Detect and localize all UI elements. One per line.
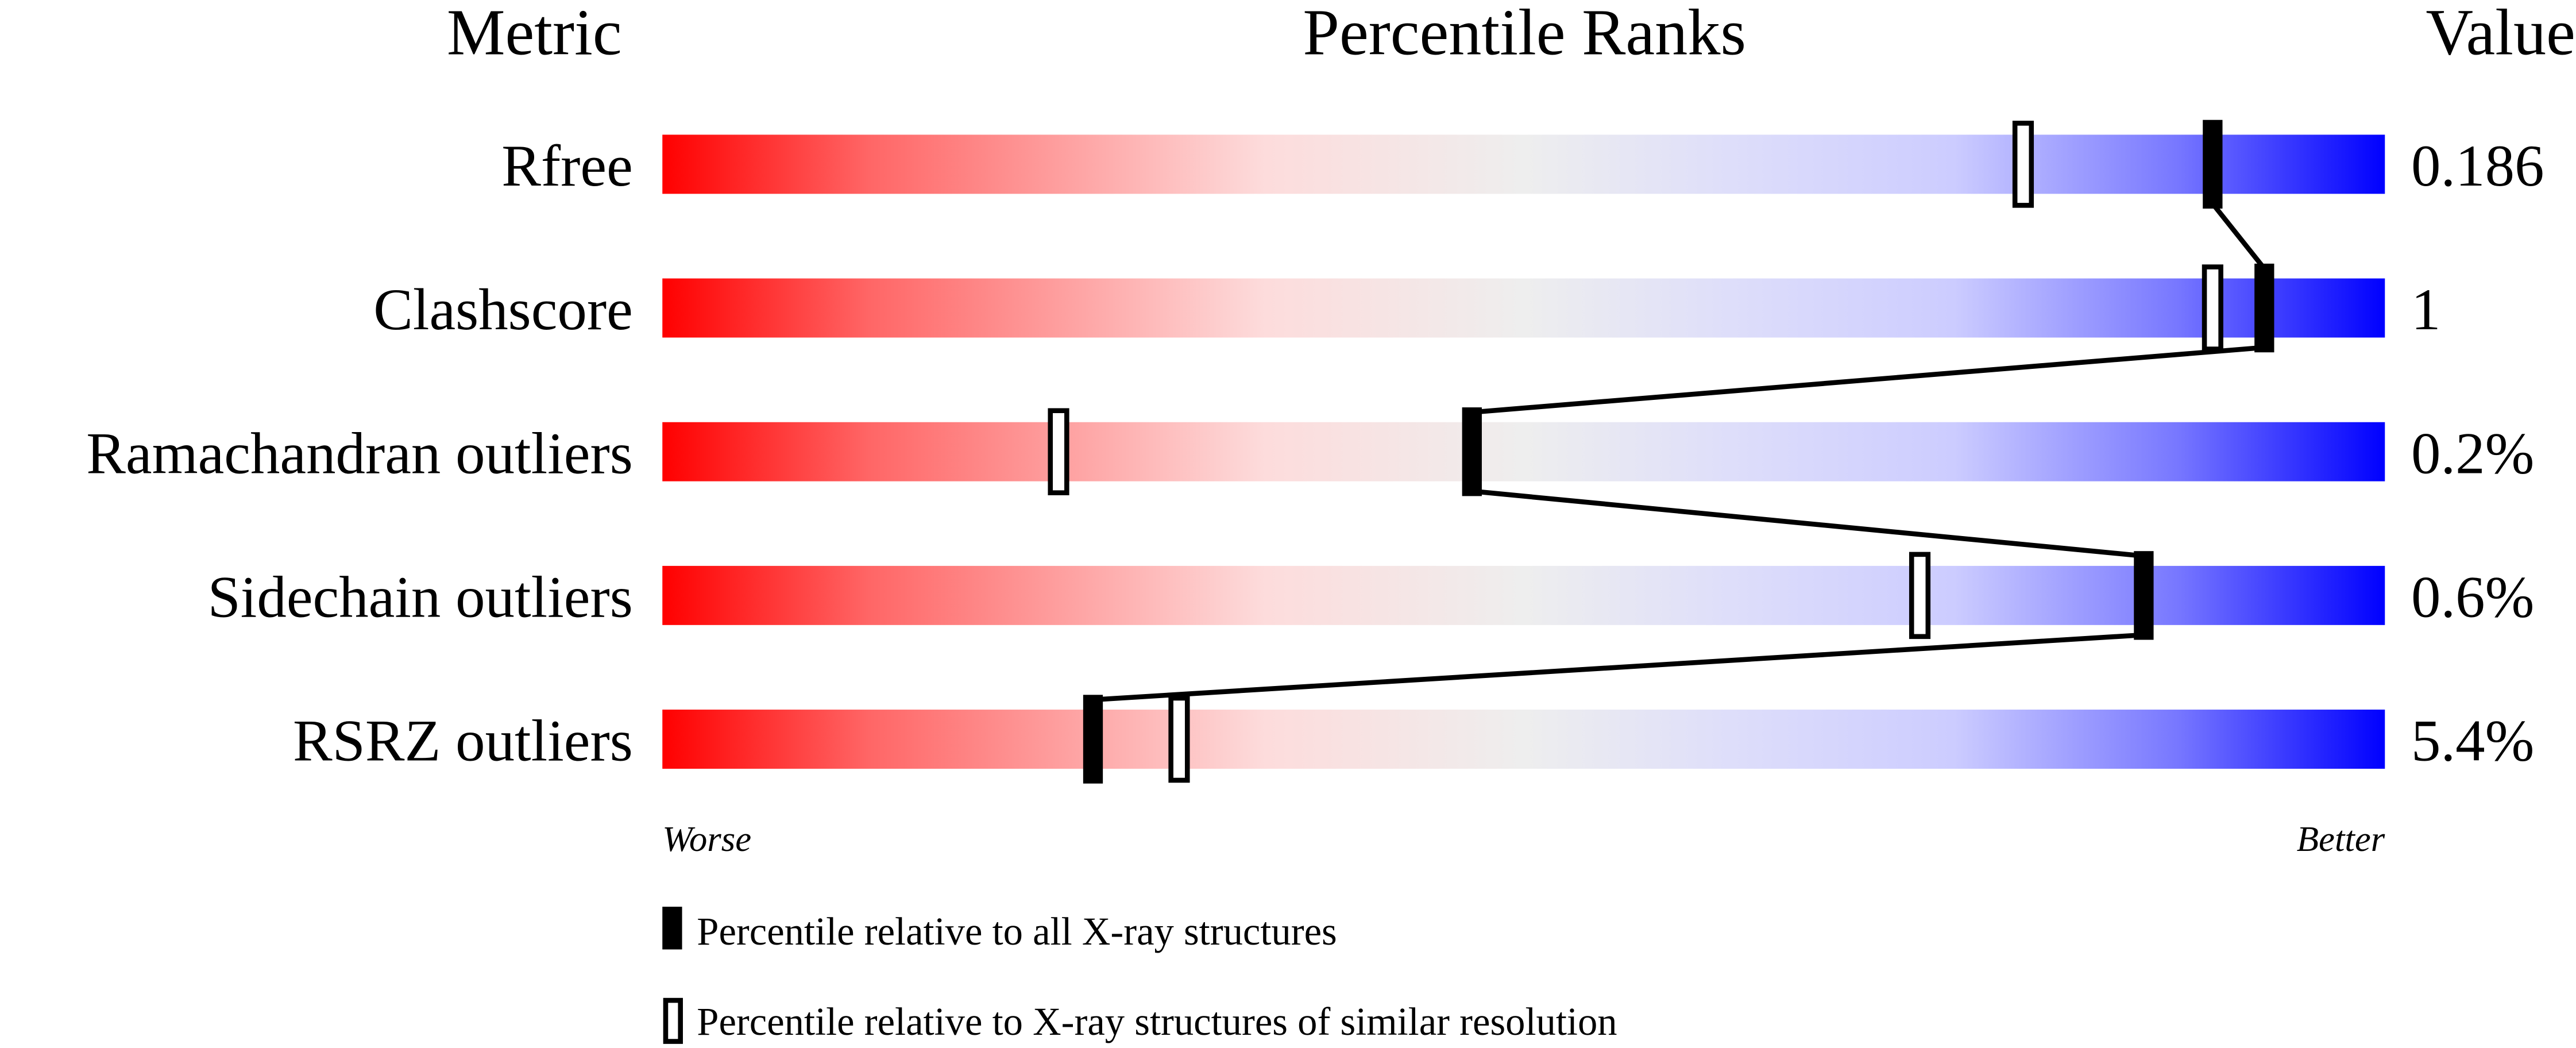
metric-value: 5.4% (2411, 708, 2534, 774)
similar-resolution-marker (1048, 408, 1069, 495)
legend-all: Percentile relative to all X-ray structu… (697, 910, 1337, 953)
percentile-bar (662, 710, 2385, 769)
metric-label: Ramachandran outliers (86, 421, 633, 486)
similar-resolution-marker (2202, 264, 2223, 352)
percentile-bar (662, 565, 2385, 625)
percentile-bar (662, 134, 2385, 194)
metric-label: Sidechain outliers (208, 565, 633, 630)
all-structures-marker (1462, 407, 1482, 496)
metric-label: Clashscore (373, 277, 633, 342)
header-metric: Metric (447, 0, 622, 68)
similar-resolution-marker (2012, 121, 2034, 208)
all-structures-marker (2203, 120, 2223, 209)
header-percentile-ranks: Percentile Ranks (1303, 0, 1746, 68)
metric-value: 0.2% (2411, 421, 2534, 486)
legend-filled-marker (662, 907, 682, 950)
legend-similar: Percentile relative to X-ray structures … (697, 1000, 1617, 1043)
axis-worse-label: Worse (662, 819, 751, 859)
metric-label: Rfree (501, 133, 633, 199)
legend-open-marker (663, 997, 683, 1044)
all-structures-marker (2134, 551, 2154, 640)
metric-value: 0.186 (2411, 133, 2544, 199)
metric-label: RSRZ outliers (293, 708, 633, 774)
percentile-bar (662, 422, 2385, 481)
connector-line (1472, 488, 2144, 559)
percentile-bar (662, 278, 2385, 338)
header-value: Value (2426, 0, 2575, 68)
connector-line (2211, 202, 2266, 271)
similar-resolution-marker (1168, 695, 1190, 783)
axis-better-label: Better (2297, 819, 2385, 859)
metric-value: 0.6% (2411, 565, 2534, 630)
similar-resolution-marker (1909, 552, 1931, 639)
all-structures-marker (1083, 695, 1103, 784)
connector-line (1092, 632, 2144, 703)
connector-line (1472, 345, 2265, 415)
metric-value: 1 (2411, 277, 2440, 342)
all-structures-marker (2254, 263, 2274, 353)
